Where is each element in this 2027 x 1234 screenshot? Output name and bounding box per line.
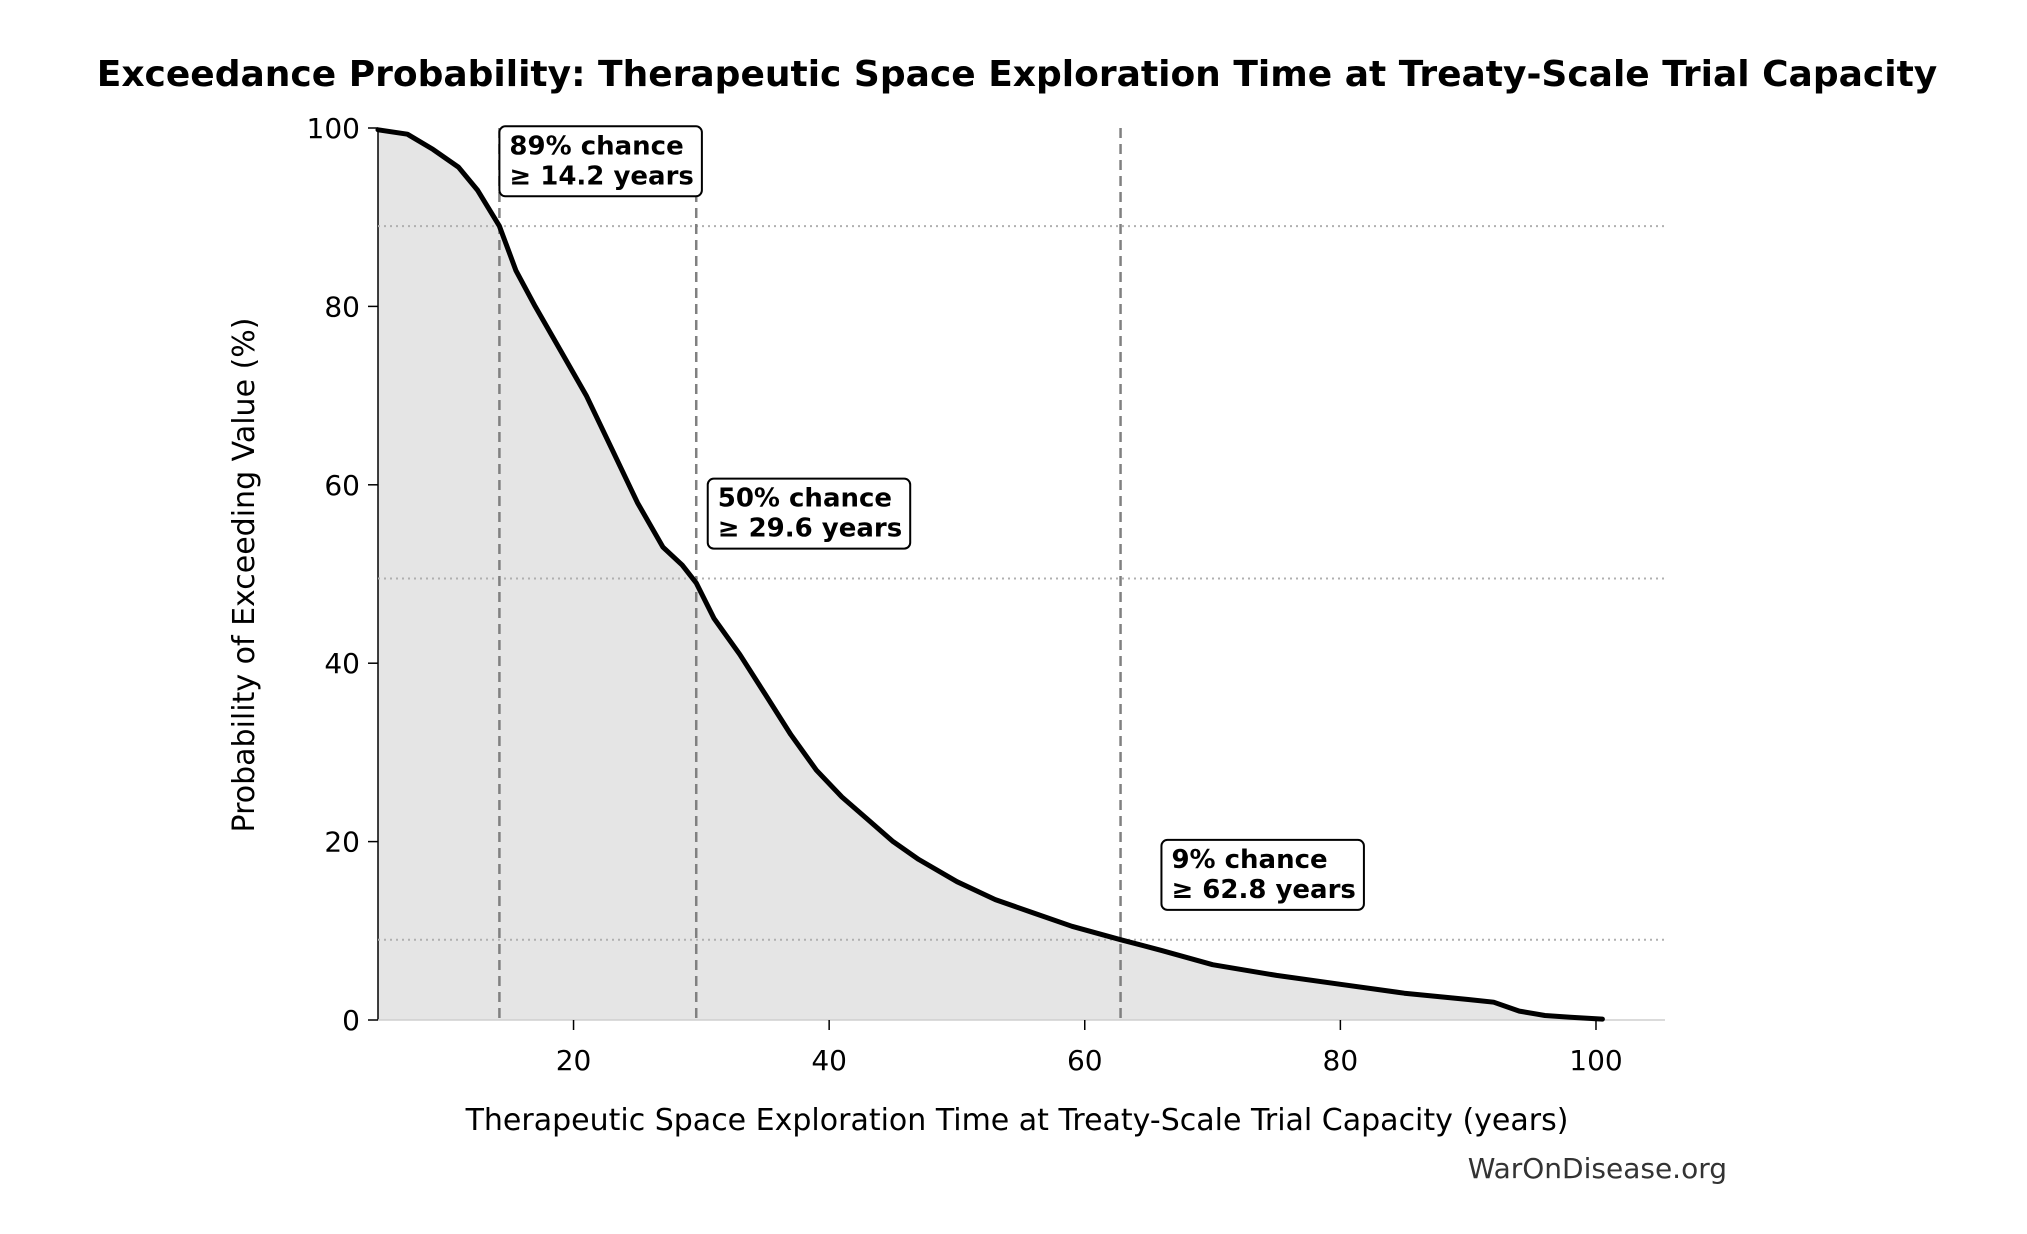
x-tick-label: 60 <box>1067 1044 1103 1077</box>
x-tick-label: 80 <box>1323 1044 1359 1077</box>
y-tick-label: 40 <box>324 647 360 680</box>
annotation-frame <box>498 125 703 198</box>
annotation-frame <box>706 477 912 550</box>
y-tick-label: 60 <box>324 469 360 502</box>
annotation-box: 89% chance≥ 14.2 years <box>498 125 703 198</box>
annotation-label-line1: 9% chance <box>1171 845 1327 875</box>
chart-title: Exceedance Probability: Therapeutic Spac… <box>97 54 1938 95</box>
annotation-frame <box>1160 838 1365 911</box>
x-tick-label: 100 <box>1569 1044 1622 1077</box>
annotation-label-line1: 89% chance <box>509 131 683 161</box>
exceedance-area-fill <box>378 129 1603 1021</box>
x-axis-label: Therapeutic Space Exploration Time at Tr… <box>465 1103 1569 1138</box>
annotation-label-line1: 50% chance <box>718 484 892 514</box>
x-tick-label: 20 <box>556 1044 592 1077</box>
y-tick-label: 100 <box>307 112 360 145</box>
credit-text: WarOnDisease.org <box>1468 1152 1727 1185</box>
annotation-box: 9% chance≥ 62.8 years <box>1160 838 1365 911</box>
annotation-label-line2: ≥ 29.6 years <box>718 514 902 544</box>
annotation-box: 50% chance≥ 29.6 years <box>706 477 912 550</box>
exceedance-curve-line <box>375 127 1605 1022</box>
y-tick-label: 80 <box>324 290 360 323</box>
annotation-label-line2: ≥ 14.2 years <box>509 161 693 191</box>
annotation-label-line2: ≥ 62.8 years <box>1171 875 1355 905</box>
x-tick-label: 40 <box>811 1044 847 1077</box>
plot-area: 0 20 40 60 80 100 20 40 60 80 100 89% chance≥ 14.2 … <box>307 112 1665 1077</box>
y-axis-label: Probability of Exceeding Value (%) <box>227 318 262 833</box>
y-tick-label: 0 <box>342 1004 360 1037</box>
y-tick-label: 20 <box>324 826 360 859</box>
